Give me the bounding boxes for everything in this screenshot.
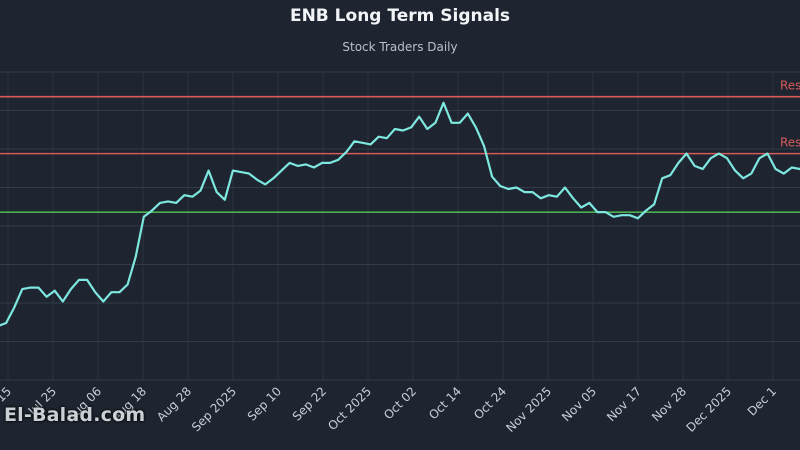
x-tick-label: Oct 02 — [381, 384, 419, 422]
resistance-label: Res — [780, 79, 800, 93]
chart-title: ENB Long Term Signals — [289, 6, 511, 26]
watermark-logo: El-Balad.com — [4, 404, 146, 426]
x-tick-label: Aug 28 — [154, 384, 194, 424]
x-tick-label: Nov 05 — [559, 384, 599, 424]
x-tick-label: Sep 10 — [245, 384, 284, 423]
x-tick-label: Dec 1 — [745, 384, 779, 418]
gridlines — [0, 71, 800, 381]
chart-subtitle: Stock Traders Daily — [342, 40, 458, 54]
resistance-label: Res — [780, 136, 800, 150]
x-tick-label: Nov 17 — [604, 384, 644, 424]
x-tick-label: Sep 2025 — [189, 384, 239, 434]
x-tick-label: Oct 14 — [426, 384, 464, 422]
x-tick-label: Dec 2025 — [684, 384, 735, 435]
reference-lines: Res Res — [0, 79, 800, 213]
x-tick-label: Sep 22 — [290, 384, 329, 423]
x-tick-label: Oct 24 — [471, 384, 509, 422]
x-tick-label: Oct 2025 — [325, 384, 374, 433]
x-tick-label: Nov 2025 — [503, 384, 554, 435]
price-series-line — [0, 101, 800, 327]
series-layer — [0, 101, 800, 327]
x-tick-label: Nov 28 — [649, 384, 689, 424]
